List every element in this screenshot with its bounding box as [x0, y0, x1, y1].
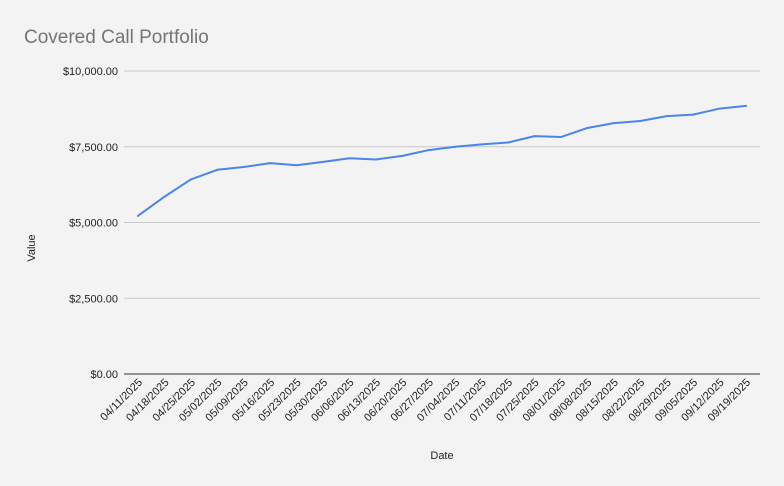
y-tick-label: $5,000.00	[69, 218, 118, 230]
y-tick-label: $10,000.00	[63, 66, 118, 78]
series-group	[137, 104, 747, 217]
data-point	[137, 214, 139, 217]
data-point	[586, 126, 589, 129]
data-point	[533, 135, 536, 138]
data-point	[745, 104, 747, 107]
data-point	[295, 164, 298, 167]
x-axis-ticks: 04/11/202504/18/202504/25/202505/02/2025…	[98, 377, 753, 424]
series-line	[137, 104, 747, 217]
data-point	[427, 149, 430, 152]
x-axis-label: Date	[430, 450, 453, 462]
data-point	[718, 107, 721, 110]
data-point	[189, 178, 192, 181]
data-point	[348, 157, 351, 160]
y-tick-label: $2,500.00	[69, 293, 118, 305]
gridlines	[124, 70, 760, 375]
data-point	[692, 113, 695, 116]
data-point	[269, 162, 272, 165]
data-point	[559, 136, 562, 139]
data-point	[216, 168, 219, 171]
chart-title: Covered Call Portfolio	[24, 27, 209, 48]
y-axis-label: Value	[26, 234, 38, 261]
data-point	[507, 141, 510, 144]
y-tick-label: $7,500.00	[69, 142, 118, 154]
data-point	[163, 195, 166, 198]
y-axis-ticks: $0.00 $2,500.00 $5,000.00 $7,500.00 $10,000.…	[63, 66, 118, 381]
data-point	[480, 143, 483, 146]
data-point	[242, 166, 245, 169]
data-point	[612, 122, 615, 125]
data-point	[454, 145, 457, 148]
data-point	[374, 158, 377, 161]
data-point	[322, 160, 325, 163]
data-point	[401, 154, 404, 157]
data-point	[665, 115, 668, 118]
data-point	[639, 119, 642, 122]
y-tick-label: $0.00	[90, 369, 118, 381]
